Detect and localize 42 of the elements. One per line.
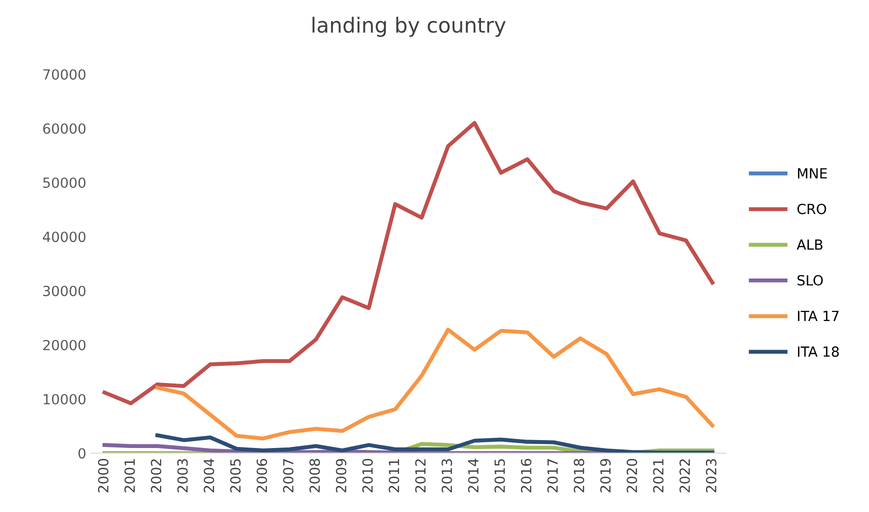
x-tick-label: 2016 <box>520 458 532 492</box>
x-tick-label: 2011 <box>388 459 400 492</box>
legend-label: ITA 17 <box>798 310 839 322</box>
y-tick-label: 30000 <box>43 286 86 296</box>
x-tick-label: 2019 <box>600 458 611 492</box>
x-tick-label: 2017 <box>547 459 558 492</box>
chart-title: landing by country <box>312 16 506 37</box>
x-tick-label: 2015 <box>494 459 505 492</box>
legend-label: SLO <box>798 275 823 286</box>
legend-label: ITA 18 <box>798 346 839 357</box>
x-tick-label: 2022 <box>679 459 690 492</box>
legend-label: MNE <box>798 168 827 178</box>
legend-label: ALB <box>796 240 822 250</box>
x-tick-label: 2009 <box>336 458 346 492</box>
x-tick-label: 2012 <box>415 459 426 492</box>
x-tick-label: 2003 <box>177 459 188 492</box>
x-tick-label: 2006 <box>256 458 268 492</box>
x-tick-label: 2018 <box>574 458 584 492</box>
line-series <box>102 121 714 406</box>
x-tick-label: 2013 <box>442 459 452 492</box>
line-series <box>155 433 714 454</box>
x-tick-label: 2000 <box>98 458 108 492</box>
x-tick-label: 2002 <box>150 459 162 492</box>
y-tick-label: 70000 <box>43 69 86 80</box>
y-tick-label: 20000 <box>43 340 86 350</box>
x-tick-label: 2001 <box>124 459 135 492</box>
x-tick-label: 2021 <box>653 459 664 492</box>
legend-label: CRO <box>797 204 826 214</box>
x-tick-label: 2023 <box>706 459 716 492</box>
x-tick-label: 2014 <box>468 458 479 492</box>
y-tick-label: 10000 <box>44 394 86 404</box>
y-tick-label: 50000 <box>43 177 86 188</box>
x-tick-label: 2020 <box>626 458 638 492</box>
x-tick-label: 2010 <box>362 458 373 492</box>
y-tick-label: 0 <box>78 448 86 459</box>
line-series <box>155 328 714 440</box>
x-tick-label: 2005 <box>230 459 241 492</box>
x-tick-label: 2004 <box>204 458 214 492</box>
y-tick-label: 40000 <box>42 232 86 242</box>
x-tick-label: 2007 <box>283 459 294 492</box>
y-tick-label: 60000 <box>43 123 86 134</box>
x-tick-label: 2008 <box>309 458 320 492</box>
